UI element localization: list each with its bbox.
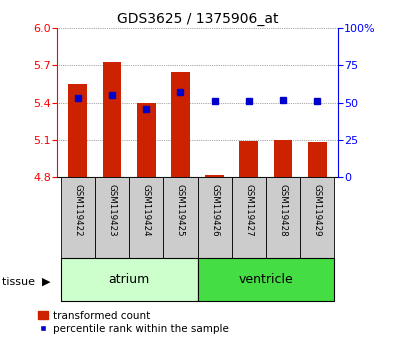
- Legend: transformed count, percentile rank within the sample: transformed count, percentile rank withi…: [37, 310, 230, 335]
- Bar: [137, 103, 156, 177]
- Text: GSM119426: GSM119426: [210, 183, 219, 236]
- Bar: [171, 72, 190, 177]
- FancyBboxPatch shape: [95, 177, 129, 258]
- Text: GSM119427: GSM119427: [244, 183, 253, 236]
- Text: GSM119422: GSM119422: [73, 183, 82, 236]
- FancyBboxPatch shape: [232, 177, 266, 258]
- FancyBboxPatch shape: [61, 177, 95, 258]
- Text: GSM119428: GSM119428: [278, 183, 288, 236]
- FancyBboxPatch shape: [163, 177, 198, 258]
- Bar: [68, 84, 87, 177]
- FancyBboxPatch shape: [198, 258, 334, 301]
- Bar: [103, 62, 121, 177]
- FancyBboxPatch shape: [129, 177, 163, 258]
- FancyBboxPatch shape: [300, 177, 334, 258]
- Bar: [239, 141, 258, 177]
- FancyBboxPatch shape: [266, 177, 300, 258]
- FancyBboxPatch shape: [198, 177, 232, 258]
- Text: tissue  ▶: tissue ▶: [2, 276, 51, 286]
- Text: GDS3625 / 1375906_at: GDS3625 / 1375906_at: [117, 12, 278, 27]
- Text: GSM119423: GSM119423: [107, 183, 117, 236]
- FancyBboxPatch shape: [61, 258, 198, 301]
- Text: atrium: atrium: [109, 273, 150, 286]
- Text: GSM119424: GSM119424: [142, 183, 151, 236]
- Bar: [205, 175, 224, 177]
- Text: ventricle: ventricle: [239, 273, 293, 286]
- Text: GSM119425: GSM119425: [176, 183, 185, 236]
- Bar: [274, 140, 292, 177]
- Text: GSM119429: GSM119429: [313, 183, 322, 236]
- Bar: [308, 142, 327, 177]
